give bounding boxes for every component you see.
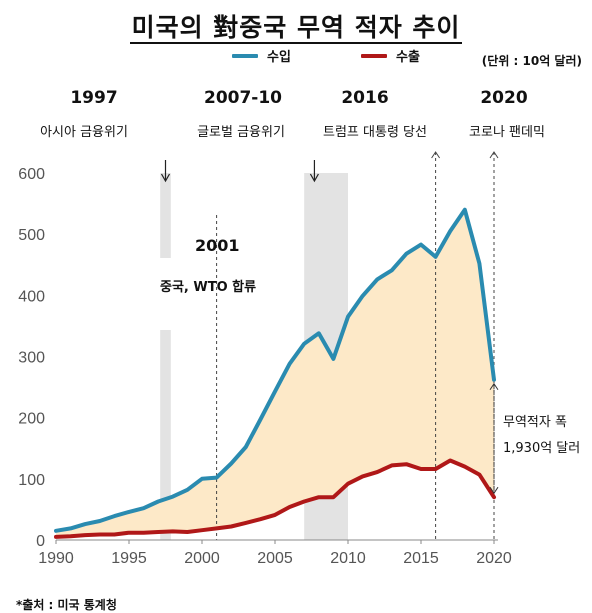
- y-tick-500: 500: [18, 227, 45, 244]
- arrow-1997-head: [160, 173, 171, 183]
- trade-gap-area: [56, 209, 494, 537]
- legend-swatch-exports: [361, 53, 387, 58]
- shaded-period-1997-1998: [160, 173, 171, 540]
- x-axis-ticks: 1990 1995 2000 2005 2010 2015 2020: [38, 540, 512, 567]
- annotation-2001-year: 2001: [195, 236, 240, 255]
- event-arrows: [160, 160, 319, 183]
- y-tick-400: 400: [18, 288, 45, 305]
- y-tick-600: 600: [18, 166, 45, 183]
- shaded-period-gap: [156, 258, 175, 330]
- event-lines: [216, 151, 499, 540]
- y-axis-ticks: 0 100 200 300 400 500 600: [18, 166, 45, 550]
- x-tick-2015: 2015: [403, 550, 439, 567]
- event-year-2007-10: 2007-10: [203, 88, 283, 108]
- y-tick-0: 0: [36, 533, 45, 550]
- source-note: *출처 : 미국 통계청: [16, 598, 117, 612]
- unit-note: (단위 : 10억 달러): [481, 54, 582, 68]
- trade-gap-label: 무역적자 폭 1,930억 달러: [503, 410, 580, 462]
- series-lines: [54, 207, 496, 539]
- legend-imports: 수입: [232, 46, 291, 65]
- gap-bracket: [489, 382, 499, 495]
- x-tick-2020: 2020: [476, 550, 512, 567]
- event-line-arrowhead-2016: [431, 151, 441, 159]
- y-tick-100: 100: [18, 472, 45, 489]
- arrow-2007-head: [309, 173, 319, 183]
- trade-gap-label-line2: 1,930억 달러: [503, 441, 581, 456]
- legend-exports: 수출: [361, 46, 420, 65]
- annotation-2001-label: 중국, WTO 합류: [160, 280, 257, 295]
- event-year-1997: 1997: [70, 88, 118, 108]
- event-label-2016: 트럼프 대통령 당선: [323, 125, 427, 140]
- legend-label-exports: 수출: [396, 50, 420, 65]
- event-label-2007-10: 글로벌 금융위기: [197, 125, 285, 140]
- gap-bracket-bottom-head: [489, 486, 499, 495]
- legend-label-imports: 수입: [267, 50, 291, 65]
- chart-title: 미국의 對중국 무역 적자 추이: [0, 8, 592, 44]
- x-tick-2005: 2005: [257, 550, 293, 567]
- y-tick-300: 300: [18, 350, 45, 367]
- chart-title-text: 미국의 對중국 무역 적자 추이: [129, 13, 463, 44]
- gap-bracket-top-head: [489, 382, 499, 391]
- x-tick-1995: 1995: [111, 550, 147, 567]
- series-line-exports: [54, 458, 496, 539]
- legend-swatch-imports: [232, 53, 258, 58]
- y-tick-200: 200: [18, 411, 45, 428]
- event-year-2020: 2020: [480, 88, 528, 108]
- x-tick-2010: 2010: [330, 550, 366, 567]
- event-year-2016: 2016: [341, 88, 389, 108]
- event-label-2020: 코로나 팬데믹: [469, 125, 545, 140]
- x-tick-2000: 2000: [184, 550, 220, 567]
- series-line-imports: [54, 207, 496, 533]
- event-line-arrowhead-2020: [489, 151, 499, 159]
- event-label-1997: 아시아 금융위기: [40, 125, 128, 140]
- x-tick-1990: 1990: [38, 550, 74, 567]
- trade-gap-label-line1: 무역적자 폭: [503, 415, 567, 430]
